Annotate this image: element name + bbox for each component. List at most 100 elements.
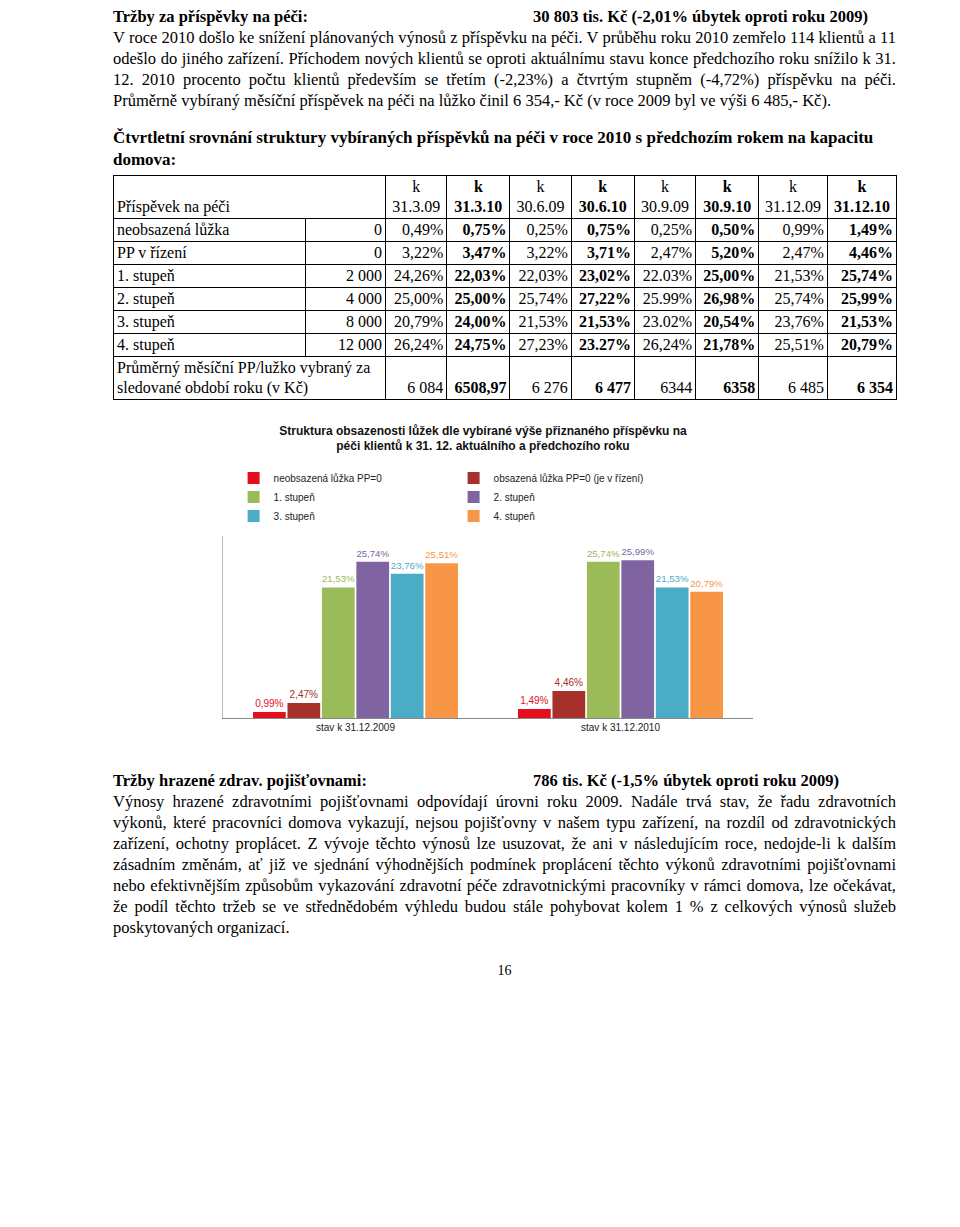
html-text:24,26%: 24,26% (394, 267, 444, 284)
html-text:0,25%: 0,25% (650, 221, 693, 238)
html-text:6 477: 6 477 (594, 379, 631, 396)
svg-text:21,53%: 21,53% (322, 573, 355, 584)
html-text:6 084: 6 084 (407, 379, 444, 396)
html-text:25,99%: 25,99% (841, 290, 893, 307)
html-text:24,00%: 24,00% (454, 313, 507, 330)
html-text:0,50%: 0,50% (711, 221, 756, 238)
html-text:26,24%: 26,24% (642, 336, 693, 353)
html-text:k 31.12.10: k 31.12.10 (834, 178, 890, 215)
html-text:21,78%: 21,78% (703, 336, 756, 353)
html-text:k 31.3.09: k 31.3.09 (392, 178, 441, 215)
html-text:6 276: 6 276 (531, 379, 568, 396)
html-text:0,75%: 0,75% (586, 221, 631, 238)
html-text:k 30.6.09: k 30.6.09 (516, 178, 565, 215)
svg-text:obsazená lůžka PP=0 (je v říze: obsazená lůžka PP=0 (je v řízení) (494, 473, 644, 484)
html-text:20,54%: 20,54% (703, 313, 756, 330)
html-text:27,22%: 27,22% (578, 290, 631, 307)
html-text:Výnosy hrazené zdravotními poj: Výnosy hrazené zdravotními pojišťovnami … (113, 792, 896, 937)
html-text:2. stupeň: 2. stupeň (117, 290, 175, 307)
svg-text:25,74%: 25,74% (587, 548, 620, 559)
svg-text:1. stupeň: 1. stupeň (274, 492, 315, 503)
html-text:4,46%: 4,46% (849, 244, 893, 261)
svg-text:3. stupeň: 3. stupeň (274, 511, 315, 522)
html-text:27,23%: 27,23% (518, 336, 568, 353)
html-text:21,53%: 21,53% (841, 313, 893, 330)
svg-text:2. stupeň: 2. stupeň (494, 492, 535, 503)
html-text:0,99%: 0,99% (782, 221, 824, 238)
svg-text:Struktura obsazenosti lůžek dl: Struktura obsazenosti lůžek dle vybírané… (279, 424, 687, 454)
svg-text:1,49%: 1,49% (520, 695, 548, 706)
html-text:0,75%: 0,75% (462, 221, 507, 238)
html-text:25,00%: 25,00% (394, 290, 444, 307)
html-text:4 000: 4 000 (346, 290, 382, 307)
html-text:22,03%: 22,03% (454, 267, 507, 284)
svg-text:23,76%: 23,76% (391, 560, 424, 571)
html-text:Průměrný měsíční PP/lužko vybr: Průměrný měsíční PP/lužko vybraný za sle… (117, 359, 371, 396)
html-text:3,47%: 3,47% (462, 244, 507, 261)
html-text:Tržby hrazené zdrav. pojišťovn: Tržby hrazené zdrav. pojišťovnami: (113, 771, 367, 790)
html-text:3,22%: 3,22% (402, 244, 444, 261)
html-text:3,71%: 3,71% (586, 244, 631, 261)
svg-text:0,99%: 0,99% (255, 698, 283, 709)
svg-text:21,53%: 21,53% (656, 573, 689, 584)
html-text:26,98%: 26,98% (703, 290, 756, 307)
html-text:25,74%: 25,74% (518, 290, 568, 307)
html-text:Čtvrtletní srovnání struktury: Čtvrtletní srovnání struktury vybíraných… (113, 128, 874, 169)
html-text:3,22%: 3,22% (526, 244, 568, 261)
html-text:5,20%: 5,20% (711, 244, 756, 261)
svg-text:25,51%: 25,51% (425, 549, 458, 560)
html-text:k 30.6.10: k 30.6.10 (578, 178, 627, 215)
html-text:20,79%: 20,79% (841, 336, 893, 353)
html-text:25.99%: 25.99% (642, 290, 693, 307)
html-text:PP v řízení: PP v řízení (117, 244, 187, 261)
html-text:20,79%: 20,79% (394, 313, 444, 330)
svg-text:20,79%: 20,79% (690, 578, 723, 589)
html-text:21,53%: 21,53% (518, 313, 568, 330)
html-text:0,49%: 0,49% (402, 221, 444, 238)
html-text:1. stupeň: 1. stupeň (117, 267, 175, 284)
html-text:2 000: 2 000 (346, 267, 382, 284)
html-text:k 30.9.09: k 30.9.09 (641, 178, 689, 215)
html-text:2,47%: 2,47% (782, 244, 824, 261)
svg-text:25,74%: 25,74% (356, 548, 389, 559)
svg-text:25,99%: 25,99% (621, 546, 654, 557)
svg-text:neobsazená lůžka PP=0: neobsazená lůžka PP=0 (274, 473, 383, 484)
html-text:23,76%: 23,76% (774, 313, 824, 330)
html-text:25,51%: 25,51% (774, 336, 824, 353)
html-text:Příspěvek na péči: Příspěvek na péči (117, 198, 230, 215)
html-text:23.02%: 23.02% (642, 313, 693, 330)
html-text:26,24%: 26,24% (394, 336, 444, 353)
html-text:2,47%: 2,47% (650, 244, 693, 261)
html-text:k 30.9.10: k 30.9.10 (703, 178, 752, 215)
svg-text:4,46%: 4,46% (555, 677, 583, 688)
html-text:786 tis. Kč (-1,5% úbytek opro: 786 tis. Kč (-1,5% úbytek oproti roku 20… (533, 771, 839, 790)
svg-text:stav k 31.12.2009: stav k 31.12.2009 (316, 722, 395, 733)
html-text:k 31.3.10: k 31.3.10 (454, 178, 503, 215)
html-text:30 803 tis. Kč (-2,01% úbytek: 30 803 tis. Kč (-2,01% úbytek oproti rok… (533, 7, 868, 26)
html-text:23,02%: 23,02% (578, 267, 631, 284)
html-text:8 000: 8 000 (346, 313, 382, 330)
html-text:k 31.12.09: k 31.12.09 (765, 178, 822, 215)
html-text:1,49%: 1,49% (849, 221, 893, 238)
html-text:0,25%: 0,25% (526, 221, 568, 238)
html-text:12 000: 12 000 (338, 336, 382, 353)
html-text:4. stupeň: 4. stupeň (117, 336, 175, 353)
html-text:25,74%: 25,74% (774, 290, 824, 307)
html-text:22.03%: 22.03% (642, 267, 693, 284)
html-text:25,00%: 25,00% (454, 290, 507, 307)
html-text:25,74%: 25,74% (841, 267, 893, 284)
svg-text:4. stupeň: 4. stupeň (494, 511, 535, 522)
html-text:V roce 2010 došlo ke snížení p: V roce 2010 došlo ke snížení plánovaných… (113, 28, 896, 110)
html-text:21,53%: 21,53% (578, 313, 631, 330)
html-text:22,03%: 22,03% (518, 267, 568, 284)
html-text:3. stupeň: 3. stupeň (117, 313, 175, 330)
svg-text:2,47%: 2,47% (290, 689, 318, 700)
html-text:23.27%: 23.27% (578, 336, 631, 353)
html-text:6508,97: 6508,97 (454, 379, 507, 396)
html-text:24,75%: 24,75% (454, 336, 507, 353)
svg-text:stav k 31.12.2010: stav k 31.12.2010 (581, 722, 660, 733)
html-text:21,53%: 21,53% (774, 267, 824, 284)
html-text:25,00%: 25,00% (703, 267, 756, 284)
html-text:Tržby za příspěvky na péči:: Tržby za příspěvky na péči: (113, 7, 308, 26)
html-text:neobsazená lůžka: neobsazená lůžka (117, 221, 230, 238)
